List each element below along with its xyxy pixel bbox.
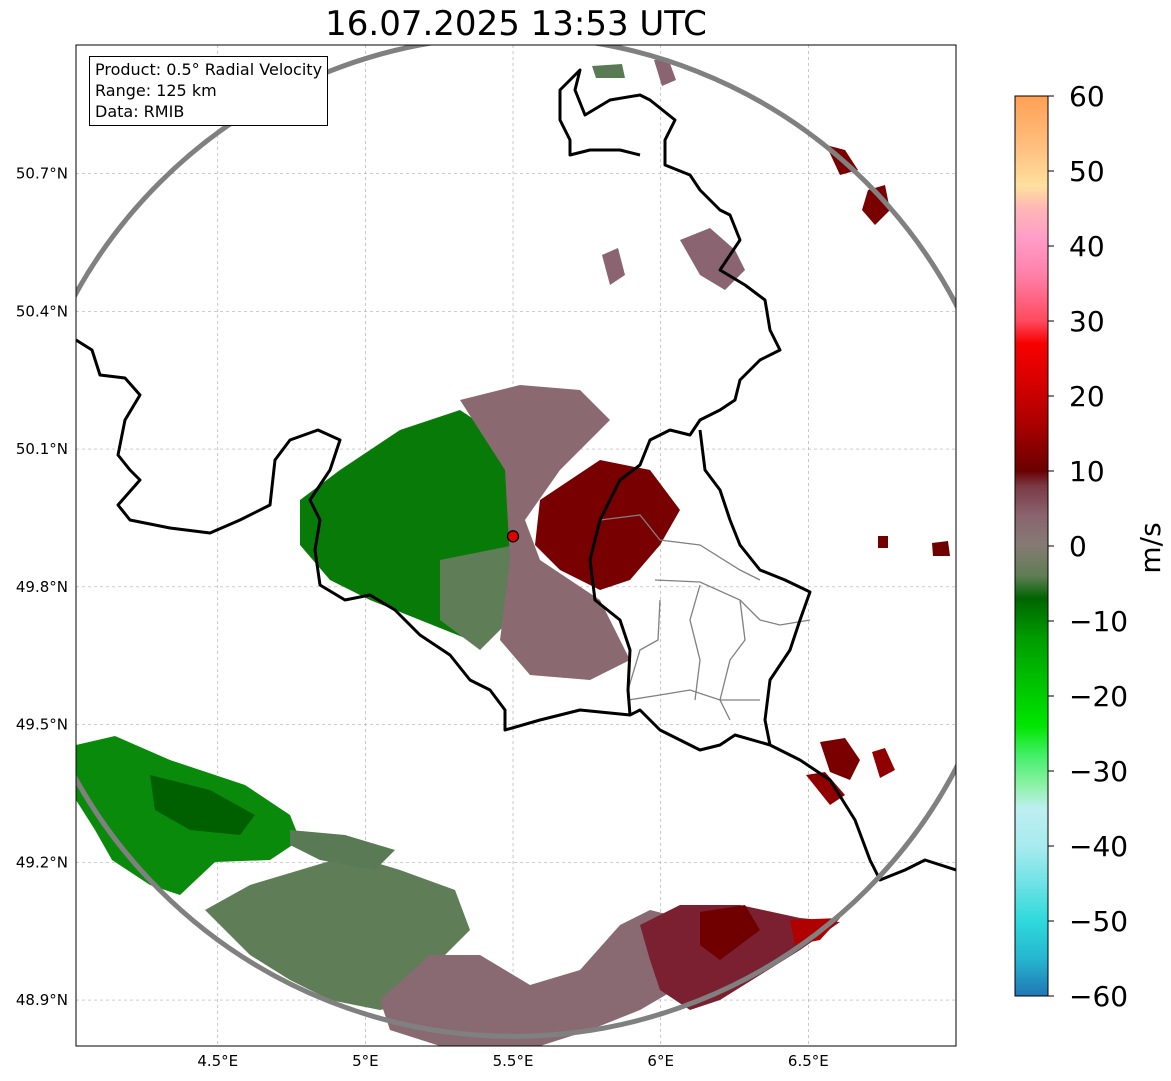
colorbar-tick-label: 50 (1069, 155, 1105, 188)
map-frame (75, 44, 957, 1047)
colorbar-tick-label: 20 (1069, 380, 1105, 413)
y-tick-label: 50.7°N (16, 165, 68, 183)
echo-e-cell-2 (806, 772, 845, 805)
colorbar-tick-label: 30 (1069, 305, 1105, 338)
colorbar-unit: m/s (1134, 522, 1167, 573)
colorbar-ticks: 60 50 40 30 20 10 0 −10 −20 −30 −40 −50 −60 (1048, 80, 1128, 1013)
colorbar-tick-label: −20 (1069, 680, 1128, 713)
y-axis-ticks: 48.9°N 49.2°N 49.5°N 49.8°N 50.1°N 50.4°N 50.7… (16, 165, 68, 1010)
echo-ne-cell-2 (602, 248, 625, 285)
info-box: Product: 0.5° Radial Velocity Range: 125… (89, 56, 329, 126)
echo-center-red (535, 460, 680, 590)
echo-e-cell-1 (820, 738, 860, 780)
border-belgium-france (76, 338, 956, 882)
colorbar: 60 50 40 30 20 10 0 −10 −20 −30 −40 −50 −60 m/s (1014, 80, 1167, 1013)
echo-n-cell-5 (592, 64, 625, 78)
colorbar-gradient (1014, 95, 1049, 997)
colorbar-tick-label: −60 (1069, 980, 1128, 1013)
colorbar-tick-label: −10 (1069, 605, 1128, 638)
border-luxembourg-east (588, 519, 632, 716)
colorbar-tick-label: −50 (1069, 905, 1128, 938)
echo-ne-cell-4 (862, 185, 890, 225)
y-tick-label: 50.1°N (16, 440, 68, 458)
colorbar-tick-label: 10 (1069, 455, 1105, 488)
province-borders (599, 514, 811, 721)
echo-south-band-east-core (700, 905, 760, 960)
range-ring (76, 45, 956, 1039)
x-tick-label: 5.5°E (493, 1052, 534, 1070)
x-tick-label: 6°E (647, 1052, 674, 1070)
y-tick-label: 50.4°N (16, 302, 68, 320)
colorbar-tick-label: 0 (1069, 530, 1087, 563)
info-range: Range: 125 km (95, 81, 217, 100)
echo-sw-storm-core (150, 775, 255, 835)
plot-title: 16.07.2025 13:53 UTC (325, 4, 707, 44)
echo-e-cell-4 (932, 541, 950, 556)
national-borders (76, 68, 956, 882)
x-tick-label: 5°E (352, 1052, 379, 1070)
x-tick-label: 6.5°E (788, 1052, 829, 1070)
echo-n-cell-6 (654, 58, 676, 86)
info-product: Product: 0.5° Radial Velocity (95, 60, 323, 79)
colorbar-tick-label: −30 (1069, 755, 1128, 788)
y-tick-label: 48.9°N (16, 991, 68, 1009)
colorbar-tick-label: −40 (1069, 830, 1128, 863)
x-axis-ticks: 4.5°E 5°E 5.5°E 6°E 6.5°E (197, 1052, 828, 1070)
y-tick-label: 49.8°N (16, 578, 68, 596)
colorbar-tick-label: 40 (1069, 230, 1105, 263)
radar-site-marker (506, 530, 520, 543)
echo-center-green-light (440, 545, 520, 650)
echo-center-mauve (460, 385, 630, 680)
echo-e-cell-5 (878, 536, 888, 548)
info-data: Data: RMIB (95, 102, 185, 121)
colorbar-tick-label: 60 (1069, 80, 1105, 113)
x-tick-label: 4.5°E (197, 1052, 238, 1070)
echo-south-band-east (640, 905, 840, 1010)
echo-south-band-center (380, 910, 700, 1046)
echo-e-cell-3 (872, 748, 895, 778)
echo-south-band-west (205, 855, 470, 1010)
velocity-echoes (76, 58, 950, 1046)
border-belgium-luxembourg (558, 68, 782, 521)
y-tick-label: 49.5°N (16, 716, 68, 734)
border-luxembourg-germany (698, 429, 812, 746)
echo-south-band-west-2 (290, 830, 395, 870)
y-tick-label: 49.2°N (16, 853, 68, 871)
